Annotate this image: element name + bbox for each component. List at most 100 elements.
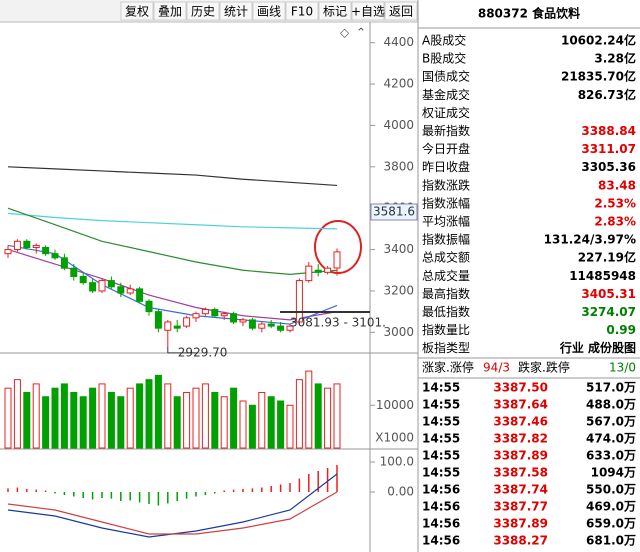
toolbar-button[interactable] <box>252 1 286 21</box>
tick-price: 3387.82 <box>493 432 548 446</box>
y-tick-label: 3800 <box>383 159 414 173</box>
quote-value: 3388.84 <box>581 124 636 138</box>
unit-label: X1000 <box>375 431 414 445</box>
candle-body <box>277 325 285 331</box>
candle-body <box>314 269 322 273</box>
candle-body <box>107 280 115 288</box>
quote-label: 国债成交 <box>422 69 470 84</box>
candle-body <box>286 325 294 331</box>
bar <box>192 387 200 449</box>
candle-body <box>23 240 31 248</box>
toolbar-button[interactable] <box>285 1 319 21</box>
toolbar-button-label[interactable]: 复权 <box>125 5 149 19</box>
quote-label: 总成交量 <box>422 268 470 283</box>
toolbar-button-label[interactable]: 标记 <box>323 5 347 19</box>
tick-price: 3388.27 <box>493 534 548 548</box>
quote-label: 最低指数 <box>422 304 470 319</box>
bar <box>79 396 87 449</box>
tick-time: 14:55 <box>422 415 460 429</box>
candle-body <box>267 323 275 327</box>
tick-volume: 681.0万 <box>586 534 636 548</box>
toolbar-button-label[interactable]: 叠加 <box>158 5 182 19</box>
quote-value: 2.53% <box>594 196 636 210</box>
indicator-line <box>7 166 338 187</box>
quote-label: 基金成交 <box>422 87 470 102</box>
tick-time: 14:56 <box>422 517 460 531</box>
quote-label: 指数涨幅 <box>422 195 470 210</box>
bar <box>183 391 191 449</box>
y-tick-label: 4000 <box>383 118 414 132</box>
tick-price: 3387.58 <box>493 466 548 480</box>
cursor-value: 3581.6 <box>373 204 415 218</box>
bar <box>89 387 97 449</box>
icon[interactable]: ◇ <box>340 26 350 40</box>
tick-volume: 488.0万 <box>586 398 636 412</box>
breadth: 94/3 <box>483 361 510 375</box>
quote-value: 3.28亿 <box>594 51 636 66</box>
bar <box>333 383 341 449</box>
toolbar-button[interactable] <box>153 1 187 21</box>
tick-time: 14:55 <box>422 432 460 446</box>
toolbar-button-label[interactable]: 统计 <box>224 5 248 19</box>
quote-value: 3311.07 <box>581 142 636 156</box>
tick-volume: 567.0万 <box>586 415 636 429</box>
quote-value: 0.99 <box>606 323 636 337</box>
bar <box>23 391 31 449</box>
toolbar-button-label[interactable]: 画线 <box>257 5 281 19</box>
bar <box>126 387 134 449</box>
quote-label: 板指类型 <box>422 340 470 355</box>
bar <box>164 383 172 449</box>
bar <box>201 383 209 449</box>
quote-value: 11485948 <box>569 269 636 283</box>
bar <box>117 396 125 449</box>
toolbar-button-label[interactable]: 历史 <box>191 5 215 19</box>
y-tick-label: 3400 <box>383 242 414 256</box>
tick-volume: 469.0万 <box>586 500 636 514</box>
candle-body <box>220 313 228 317</box>
bar <box>277 400 285 449</box>
toolbar-button-label[interactable]: 返回 <box>389 5 413 19</box>
toolbar-button-label[interactable]: +自选 <box>351 5 385 19</box>
quote-label: 指数量比 <box>422 322 470 337</box>
toolbar-button[interactable] <box>219 1 253 21</box>
tick-price: 3387.64 <box>493 398 548 412</box>
quote-label: 昨日收盘 <box>422 159 470 174</box>
toolbar-button-label[interactable]: F10 <box>291 5 313 19</box>
tick-volume: 1094万 <box>591 466 636 480</box>
y-tick-label: 0.00 <box>387 485 414 499</box>
indicator-line <box>7 212 338 230</box>
bar <box>136 383 144 449</box>
toolbar-button[interactable] <box>384 1 418 21</box>
quote-label: 最新指数 <box>422 123 470 138</box>
candle-body <box>230 313 238 323</box>
toolbar-button[interactable] <box>351 1 385 21</box>
quote-value: 行业 成份股图 <box>559 340 636 355</box>
candle-body <box>295 280 303 323</box>
icon[interactable]: ⌃ <box>356 26 366 40</box>
bar <box>107 391 115 449</box>
candle-body <box>201 309 209 315</box>
toolbar-button[interactable] <box>186 1 220 21</box>
bar <box>98 383 106 449</box>
candle-body <box>70 267 78 277</box>
breadth: 13/0 <box>609 361 636 375</box>
bar <box>267 396 275 449</box>
candle-body <box>192 313 200 319</box>
candle-body <box>117 286 125 294</box>
quote-label: 最高指数 <box>422 286 470 301</box>
toolbar-button[interactable] <box>318 1 352 21</box>
toolbar-button[interactable] <box>120 1 154 21</box>
candle-body <box>333 251 341 269</box>
bar <box>220 396 228 449</box>
bar <box>314 383 322 449</box>
candle-body <box>258 323 266 329</box>
candle-body <box>211 309 219 317</box>
quote-label: 总成交额 <box>422 250 470 265</box>
candle-body <box>79 275 87 284</box>
candle-body <box>42 246 50 255</box>
candle-body <box>324 267 332 273</box>
y-tick-label: 4200 <box>383 77 414 91</box>
bar <box>239 400 247 449</box>
bar <box>32 383 40 449</box>
